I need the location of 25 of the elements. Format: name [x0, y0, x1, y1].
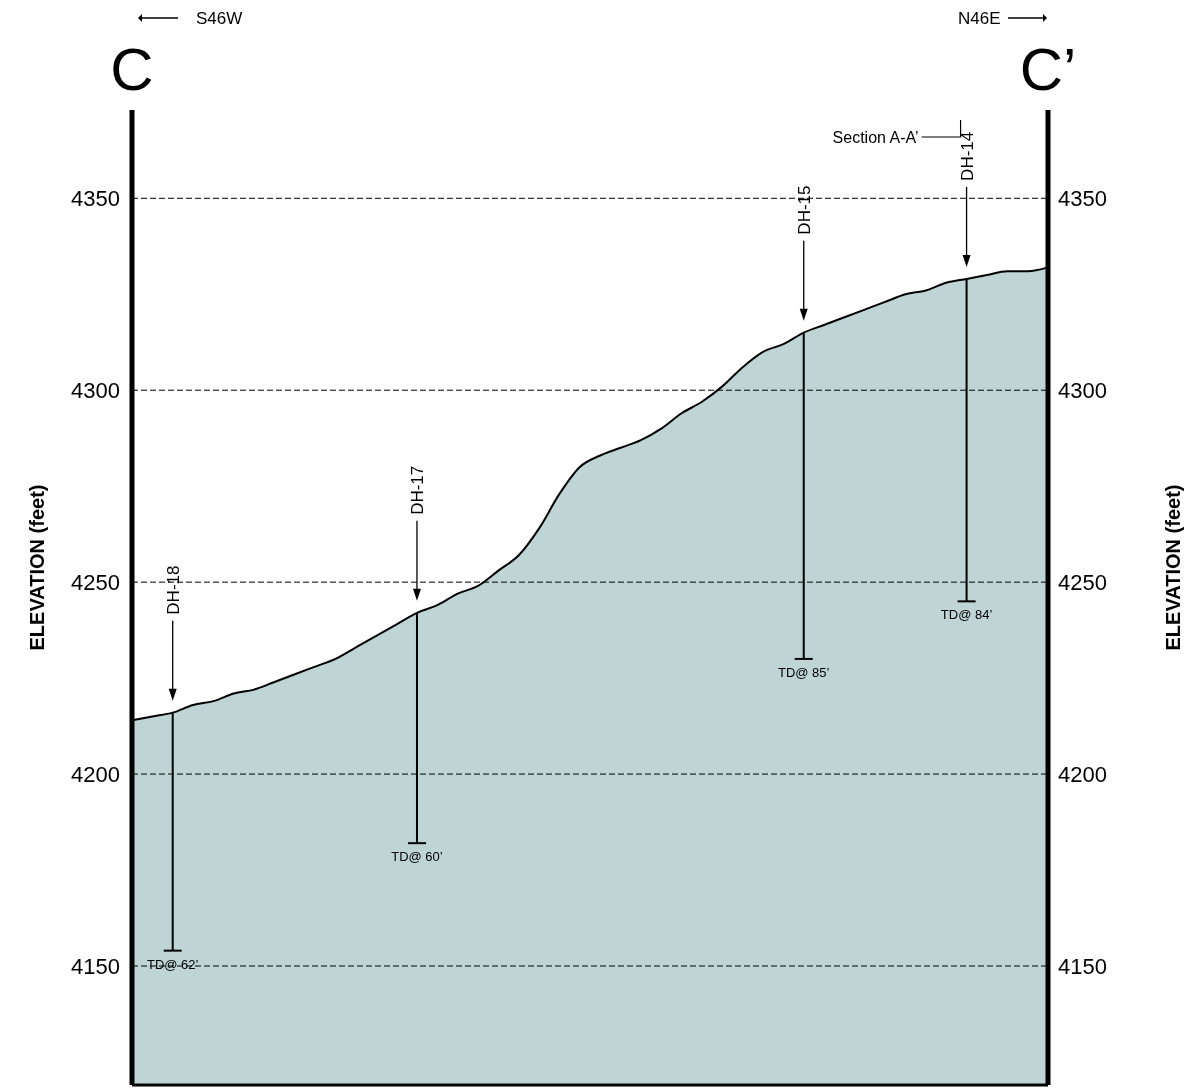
x-tick-label: DH-15 — [794, 185, 814, 235]
data-label: TD@ 62’ — [146, 956, 199, 972]
text: C’ — [1019, 36, 1077, 103]
y2-tick-label: 4200 — [1058, 761, 1107, 787]
x-tick-label: DH-18 — [163, 565, 183, 615]
y-tick-label: 4150 — [71, 953, 120, 979]
y-tick-label: 4250 — [71, 569, 120, 595]
y2-tick-label: 4350 — [1058, 185, 1107, 211]
data-label: TD@ 60’ — [391, 849, 443, 865]
x-tick-label: DH-17 — [407, 465, 427, 515]
text: S46W — [196, 9, 243, 28]
y2-tick-label: 4250 — [1058, 569, 1107, 595]
y-tick-label: 4200 — [71, 761, 120, 787]
y-tick-label: 4350 — [71, 185, 120, 211]
text: N46E — [958, 9, 1001, 28]
y2-tick-label: 4300 — [1058, 377, 1107, 403]
data-label: TD@ 84’ — [940, 607, 993, 623]
text: C — [110, 36, 154, 103]
y2-tick-label: 4150 — [1058, 953, 1107, 979]
y-tick-label: 4300 — [71, 377, 120, 403]
x-tick-label: DH-14 — [957, 131, 977, 181]
data-label: TD@ 85’ — [777, 664, 830, 680]
annotation: Section A-A’ — [832, 129, 919, 146]
y2-axis-title: ELEVATION (feet) — [1162, 484, 1184, 651]
y-axis-title: ELEVATION (feet) — [26, 484, 48, 651]
